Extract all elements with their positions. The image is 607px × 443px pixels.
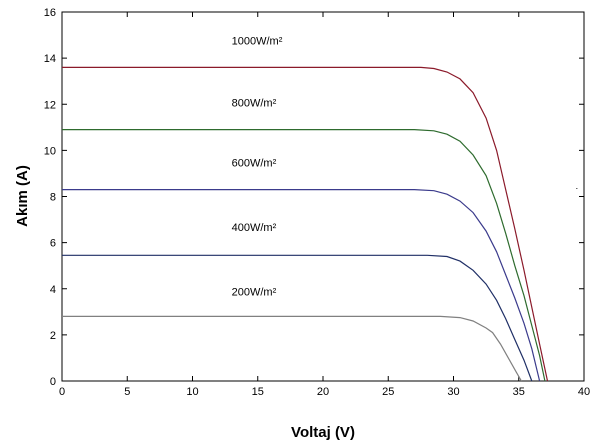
y-tick-label: 2	[50, 330, 56, 342]
y-tick-label: 14	[44, 53, 56, 65]
y-tick-label: 16	[44, 7, 56, 19]
x-tick-label: 40	[578, 386, 590, 398]
series-labels: 1000W/m² 800W/m² 600W/m² 400W/m² 200W/m²	[232, 35, 283, 298]
series-label: 400W/m²	[232, 222, 277, 234]
y-tick-label: 4	[50, 284, 56, 296]
y-axis-title: Akım (A)	[14, 165, 31, 227]
y-tick-label: 12	[44, 99, 56, 111]
x-axis-title: Voltaj (V)	[291, 424, 355, 441]
series-group	[62, 66, 549, 382]
x-tick-label: 15	[252, 386, 264, 398]
series-label: 600W/m²	[232, 158, 277, 170]
series-line	[62, 129, 546, 382]
y-tick-label: 0	[50, 376, 56, 388]
x-axis: 0 5 10 15 20 25 30 35 40	[59, 12, 590, 398]
y-tick-label: 6	[50, 238, 56, 250]
x-tick-label: 10	[186, 386, 198, 398]
stray-dot	[576, 188, 578, 189]
x-tick-label: 0	[59, 386, 65, 398]
x-tick-label: 20	[317, 386, 329, 398]
series-label: 1000W/m²	[232, 35, 283, 47]
series-line	[62, 254, 533, 382]
x-tick-label: 30	[447, 386, 459, 398]
series-line	[62, 189, 541, 382]
y-tick-label: 10	[44, 145, 56, 157]
y-axis: 0 2 4 6 8 10 12 14 16	[44, 7, 584, 388]
series-label: 800W/m²	[232, 98, 277, 110]
series-label: 200W/m²	[232, 287, 277, 299]
series-line	[62, 66, 549, 382]
series-line	[62, 315, 522, 382]
y-tick-label: 8	[50, 192, 56, 204]
x-tick-label: 5	[124, 386, 130, 398]
x-tick-label: 35	[513, 386, 525, 398]
plot-area: 0 5 10 15 20 25 30 35 40 0 2 4 6 8 10 12 14 16 1000W/m² 8…	[44, 7, 590, 398]
x-tick-label: 25	[382, 386, 394, 398]
